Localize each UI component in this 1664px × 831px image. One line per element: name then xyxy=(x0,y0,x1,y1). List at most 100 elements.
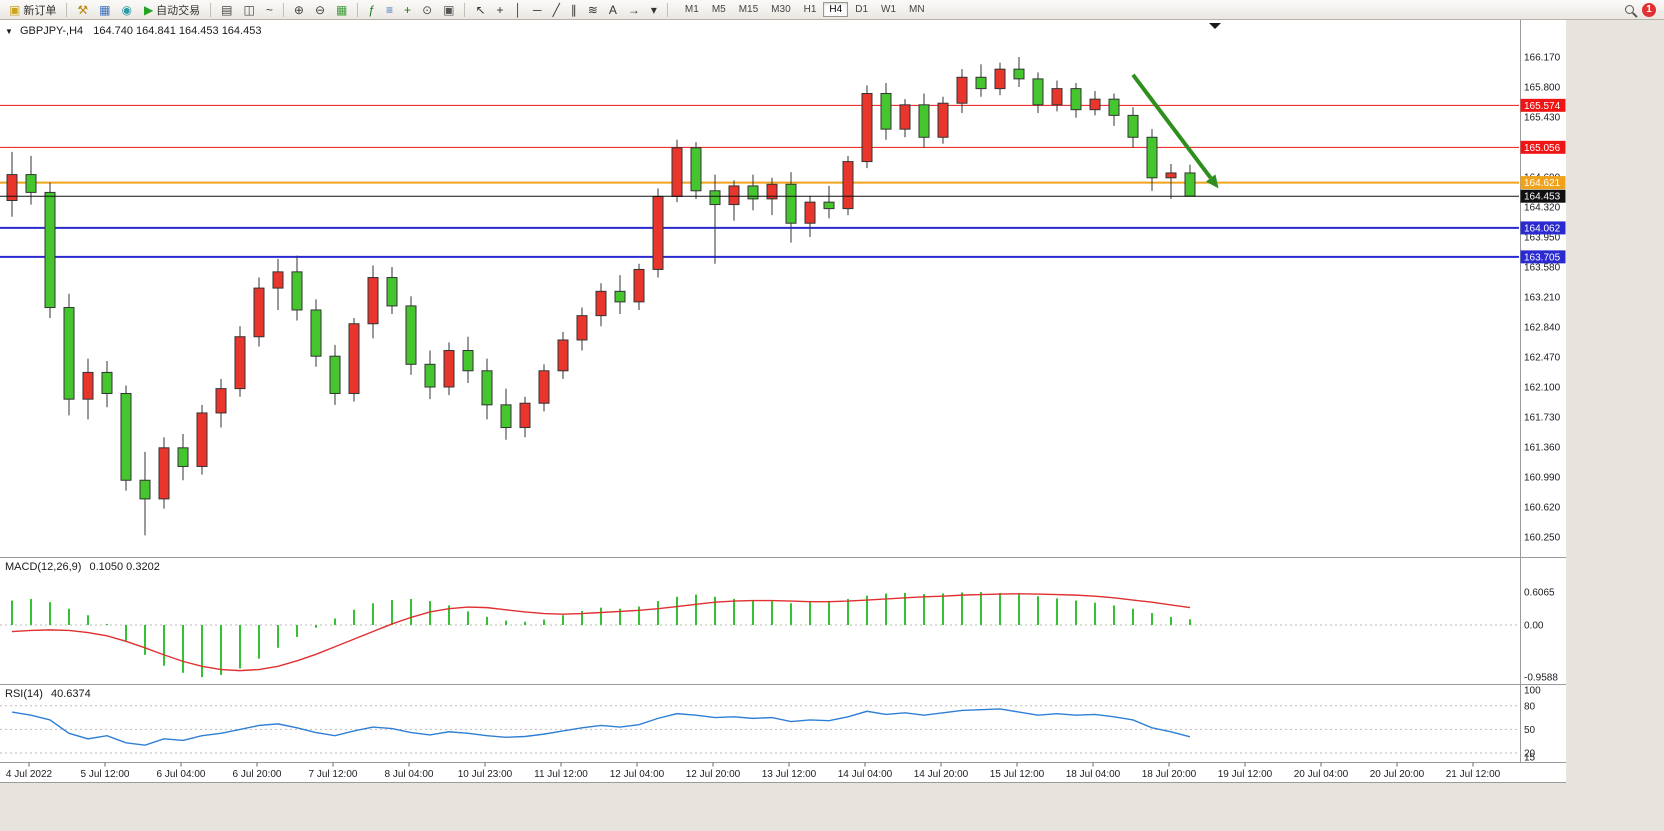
period-icon[interactable]: ⊙ xyxy=(422,2,433,17)
channel-icon[interactable]: ∥ xyxy=(570,2,577,17)
horizontal-line-icon[interactable]: ─ xyxy=(533,2,542,17)
candle xyxy=(272,271,284,289)
candle xyxy=(101,371,113,394)
toolbar: ▣ 新订单 ⚒ ▦ ◉ ▶ 自动交易 ▤ ◫ ~ ⊕ ⊖ ▦ ƒ ≡ + ⊙ ▣ ↖ + │ ─ ╱ ∥ ≋ A →… xyxy=(0,0,1664,20)
candle xyxy=(576,315,588,341)
candle xyxy=(1108,98,1120,116)
candlestick-chart-icon[interactable]: ◫ xyxy=(243,2,255,17)
market-watch-icon[interactable]: ◉ xyxy=(121,2,132,17)
search-icon[interactable] xyxy=(1625,5,1634,14)
toolbar-separator xyxy=(357,2,359,17)
macd-signal-line xyxy=(11,593,1191,672)
macd-axis-label: -0.9588 xyxy=(1524,673,1558,684)
timeframe-button-m5[interactable]: M5 xyxy=(711,4,726,15)
play-icon: ▶ xyxy=(143,2,154,17)
candle xyxy=(1070,88,1082,111)
candle xyxy=(291,271,303,311)
vertical-line-icon[interactable]: │ xyxy=(514,2,523,17)
new-order-label: 新订单 xyxy=(23,4,57,17)
bar-chart-icon[interactable]: ▤ xyxy=(221,2,233,17)
rsi-value: 40.6374 xyxy=(50,688,91,700)
profiles-icon[interactable]: ▦ xyxy=(99,2,111,17)
time-label: 15 Jul 12:00 xyxy=(990,769,1045,780)
price-tag-label: 164.621 xyxy=(1524,178,1561,189)
candle xyxy=(1127,114,1139,138)
template-icon[interactable]: ▣ xyxy=(443,2,455,17)
candle xyxy=(1013,68,1025,80)
timeframe-button-m15[interactable]: M15 xyxy=(738,4,759,15)
time-label: 6 Jul 20:00 xyxy=(233,769,282,780)
chart-tools-icon[interactable]: ⚒ xyxy=(77,2,89,17)
candle xyxy=(481,370,493,406)
time-label: 10 Jul 23:00 xyxy=(458,769,513,780)
candle xyxy=(918,104,930,138)
candle xyxy=(956,76,968,104)
price-tag xyxy=(1520,98,1566,112)
price-axis-label: 163.950 xyxy=(1524,232,1561,243)
price-tag-label: 165.574 xyxy=(1524,101,1561,112)
price-axis-label: 161.730 xyxy=(1524,412,1561,423)
candle xyxy=(709,190,721,206)
text-icon[interactable]: A xyxy=(608,2,617,17)
candle xyxy=(804,201,816,224)
timeframe-button-h4[interactable]: H4 xyxy=(823,2,849,17)
timeframe-button-m1[interactable]: M1 xyxy=(684,4,699,15)
indicator-window-icon[interactable]: ≡ xyxy=(386,2,394,17)
fibonacci-icon[interactable]: ≋ xyxy=(587,2,598,17)
chart-shift-marker[interactable] xyxy=(1209,23,1221,29)
chart-title: GBPJPY-,H4 xyxy=(19,25,84,37)
candle xyxy=(443,350,455,388)
time-label: 18 Jul 20:00 xyxy=(1142,769,1197,780)
time-label: 5 Jul 12:00 xyxy=(81,769,130,780)
candle xyxy=(196,412,208,467)
new-order-button[interactable]: ▣ 新订单 xyxy=(4,1,61,18)
price-tag xyxy=(1520,221,1566,235)
chart-ohlc: 164.740 164.841 164.453 164.453 xyxy=(93,25,262,37)
candle xyxy=(652,195,664,270)
add-indicator-icon[interactable]: + xyxy=(404,2,412,17)
candle xyxy=(728,185,740,206)
crosshair-icon[interactable]: + xyxy=(496,2,504,17)
tile-windows-icon[interactable]: ▦ xyxy=(336,2,348,17)
line-chart-icon[interactable]: ~ xyxy=(265,2,273,17)
timeframe-button-h1[interactable]: H1 xyxy=(803,4,817,15)
candle xyxy=(386,277,398,307)
timeframe-button-w1[interactable]: W1 xyxy=(881,4,897,15)
time-label: 13 Jul 12:00 xyxy=(762,769,817,780)
candle xyxy=(747,185,759,200)
candle xyxy=(215,388,227,414)
rsi-name: RSI(14) xyxy=(5,688,43,700)
candle xyxy=(25,174,37,193)
chart-canvas[interactable]: 166.170165.800165.430165.060164.690164.3… xyxy=(0,20,1566,783)
candle xyxy=(6,174,18,202)
candle xyxy=(690,147,702,192)
toolbar-separator xyxy=(464,2,466,17)
notification-badge[interactable]: 1 xyxy=(1642,2,1656,17)
arrow-tool-icon[interactable]: → xyxy=(627,2,640,17)
candle xyxy=(158,447,170,500)
price-tag xyxy=(1520,250,1566,264)
trend-arrow[interactable] xyxy=(1131,73,1213,180)
symbol-dropdown-icon[interactable]: ▼ xyxy=(5,27,13,36)
toolbar-separator xyxy=(66,2,68,17)
toolbar-separator xyxy=(282,2,284,17)
candle xyxy=(937,102,949,138)
timeframe-button-m30[interactable]: M30 xyxy=(771,4,791,15)
trendline-icon[interactable]: ╱ xyxy=(552,2,560,17)
zoom-in-icon[interactable]: ⊕ xyxy=(293,2,304,17)
timeframe-button-mn[interactable]: MN xyxy=(909,4,925,15)
candle xyxy=(44,191,56,309)
zoom-out-icon[interactable]: ⊖ xyxy=(314,2,325,17)
macd-name: MACD(12,26,9) xyxy=(5,561,82,573)
timeframe-button-d1[interactable]: D1 xyxy=(855,4,869,15)
candle xyxy=(177,447,189,467)
auto-trading-button[interactable]: ▶ 自动交易 xyxy=(139,1,205,18)
shapes-dropdown-icon[interactable]: ▾ xyxy=(650,2,657,17)
candle xyxy=(234,336,246,390)
indicators-icon[interactable]: ƒ xyxy=(368,2,376,17)
price-axis-label: 165.800 xyxy=(1524,82,1561,93)
price-axis-label: 160.250 xyxy=(1524,532,1561,543)
candle xyxy=(367,277,379,325)
cursor-icon[interactable]: ↖ xyxy=(475,2,486,17)
candle xyxy=(614,290,626,303)
